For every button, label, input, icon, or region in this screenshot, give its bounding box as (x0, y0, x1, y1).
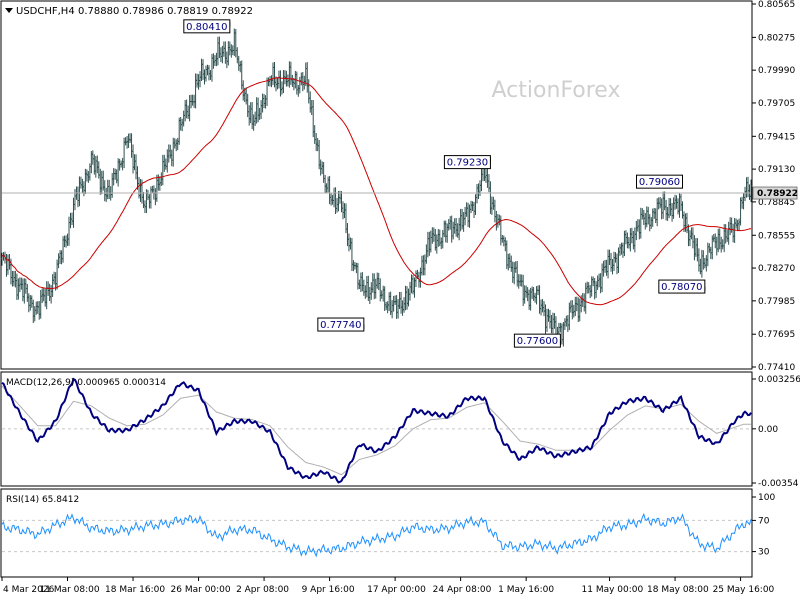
ohlc-readout: 0.78880 0.78986 0.78819 0.78922 (78, 6, 253, 17)
rsi-y-tick-label: 70 (758, 516, 770, 526)
price-annotation: 0.80410 (183, 19, 231, 34)
price-annotation: 0.77740 (317, 317, 365, 332)
collapse-triangle-icon[interactable] (5, 8, 13, 13)
price-y-tick-label: 0.77695 (758, 330, 795, 340)
current-price-badge (752, 186, 798, 200)
annotation-text: 0.78070 (661, 282, 702, 293)
macd-label: MACD(12,26,9) 0.000965 0.000314 (6, 378, 166, 388)
annotation-box (513, 333, 561, 348)
annotation-box (317, 317, 365, 332)
price-y-tick-label: 0.79130 (758, 165, 795, 175)
price-panel-frame (0, 0, 753, 370)
rsi-y-tick-label: 30 (758, 548, 770, 558)
price-y-tick-label: 0.79990 (758, 66, 795, 76)
annotation-text: 0.79060 (639, 177, 680, 188)
moving-average-line (2, 77, 752, 306)
rsi-label: RSI(14) 65.8412 (6, 495, 79, 505)
x-tick-label: 2 Apr 08:00 (236, 585, 289, 595)
price-y-tick-label: 0.79415 (758, 132, 795, 142)
price-y-tick-label: 0.77985 (758, 297, 795, 307)
current-price-badge-label: 0.78922 (757, 189, 798, 199)
annotation-box (443, 155, 491, 170)
rsi-panel-frame (0, 488, 753, 578)
price-y-tick-label: 0.77410 (758, 363, 795, 373)
x-tick-label: 18 Mar 16:00 (105, 585, 165, 595)
x-tick-label: 18 May 08:00 (647, 585, 709, 595)
price-annotation: 0.79230 (443, 155, 491, 170)
x-tick-label: 9 Apr 16:00 (302, 585, 355, 595)
price-y-tick-label: 0.78555 (758, 231, 795, 241)
symbol-label: USDCHF,H4 (16, 6, 75, 17)
annotation-text: 0.79230 (447, 158, 488, 169)
price-y-tick-label: 0.80565 (758, 0, 795, 10)
x-tick-label: 11 Mar 08:00 (40, 585, 100, 595)
macd-signal-line (1, 385, 751, 476)
annotation-box (183, 19, 231, 34)
watermark: ActionForex (492, 78, 621, 103)
price-y-tick-label: 0.79705 (758, 99, 795, 109)
price-annotation: 0.78070 (658, 279, 706, 294)
annotation-text: 0.77740 (320, 320, 361, 331)
macd-line (1, 377, 752, 484)
annotation-box (636, 174, 684, 189)
annotation-box (658, 279, 706, 294)
rsi-y-tick-label: 100 (758, 493, 775, 503)
rsi-layer: 100 70 30 (1, 493, 775, 558)
x-tick-label: 4 Mar 2026 (3, 585, 55, 595)
x-tick-label: 25 May 16:00 (713, 585, 775, 595)
annotation-text: 0.80410 (186, 22, 227, 33)
macd-y-tick-label: 0.00 (758, 425, 778, 435)
ohlc-bar (749, 179, 753, 203)
price-annotation: 0.77600 (513, 333, 561, 348)
macd-y-tick-label: 0.003256 (758, 375, 800, 385)
x-tick-label: 17 Apr 00:00 (367, 585, 426, 595)
macd-y-tick-label: -0.00354 (758, 479, 799, 489)
price-y-tick-label: 0.78270 (758, 264, 795, 274)
annotation-text: 0.77600 (517, 336, 558, 347)
x-tick-label: 1 May 16:00 (498, 585, 554, 595)
macd-layer: 0.003256 0.00 -0.00354 (1, 375, 800, 489)
x-tick-label: 11 May 00:00 (582, 585, 644, 595)
price-y-tick-label: 0.78845 (758, 198, 795, 208)
annotation-layer: 0.80410 0.77740 0.79230 0.77600 0.79060 0.780… (183, 19, 706, 348)
price-annotation: 0.79060 (636, 174, 684, 189)
rsi-line (1, 512, 752, 558)
x-tick-label: 26 Mar 00:00 (171, 585, 231, 595)
x-tick-label: 24 Apr 08:00 (433, 585, 492, 595)
price-y-tick-label: 0.80275 (758, 33, 795, 43)
moving-average-layer (2, 77, 752, 306)
